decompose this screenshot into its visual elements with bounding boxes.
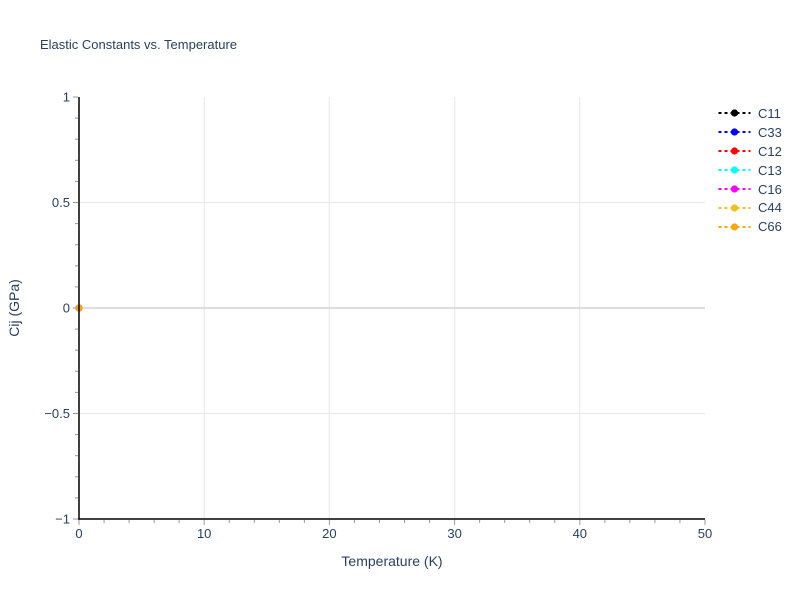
legend-item-c13[interactable]: C13 (718, 161, 782, 180)
legend-line-marker-icon (718, 128, 751, 136)
legend-line-marker-icon (718, 204, 751, 212)
x-tick-label: 40 (573, 526, 587, 541)
legend-line-marker-icon (718, 109, 751, 118)
y-tick-label: −1 (55, 512, 70, 527)
y-tick-label: −0.5 (44, 406, 70, 421)
legend-label: C44 (758, 200, 782, 216)
legend-label: C11 (758, 105, 781, 121)
legend-item-c11[interactable]: C11 (718, 104, 782, 123)
x-tick-label: 0 (75, 526, 82, 541)
legend-item-c12[interactable]: C12 (718, 142, 782, 161)
legend-line-marker-icon (718, 166, 751, 174)
x-tick-label: 20 (322, 526, 336, 541)
legend-line-marker-icon (718, 185, 751, 193)
legend-label: C13 (758, 162, 782, 178)
legend: C11 C33 C12 C13 C16 C44 C66 (718, 104, 782, 236)
legend-line-marker-icon (718, 223, 751, 231)
legend-item-c44[interactable]: C44 (718, 198, 782, 217)
legend-label: C12 (758, 143, 782, 159)
x-tick-label: 10 (197, 526, 211, 541)
legend-label: C33 (758, 124, 782, 140)
x-tick-label: 50 (698, 526, 712, 541)
legend-item-c66[interactable]: C66 (718, 217, 782, 236)
x-tick-label: 30 (447, 526, 461, 541)
x-axis-title: Temperature (K) (341, 553, 443, 569)
y-tick-label: 1 (63, 90, 70, 105)
legend-item-c33[interactable]: C33 (718, 123, 782, 142)
y-axis-title: Cij (GPa) (6, 279, 22, 337)
legend-label: C66 (758, 219, 782, 235)
legend-label: C16 (758, 181, 782, 197)
legend-line-marker-icon (718, 147, 751, 155)
y-tick-label: 0 (63, 301, 70, 316)
chart-title: Elastic Constants vs. Temperature (40, 37, 238, 52)
legend-item-c16[interactable]: C16 (718, 180, 782, 199)
y-tick-label: 0.5 (52, 195, 70, 210)
